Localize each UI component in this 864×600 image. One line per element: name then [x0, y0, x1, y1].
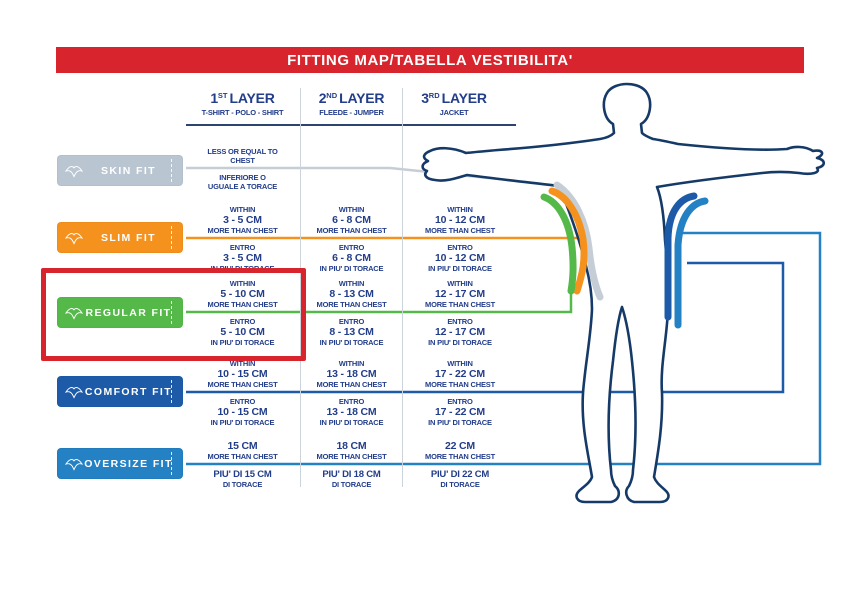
eagle-icon: [64, 232, 84, 245]
cell-oversize-layer2-it: PIU' DI 18 CM DI TORACE: [322, 469, 381, 489]
eagle-icon: [64, 458, 84, 471]
column-header-layer1: 1ST LAYER T-SHIRT - POLO - SHIRT: [186, 90, 299, 117]
fit-label-skin: SKIN FIT: [101, 164, 156, 177]
skin-fit-garment-curve: [553, 181, 604, 301]
fit-label-comfort: COMFORT FIT: [84, 385, 173, 398]
comfort-fit-garment-curve: [664, 192, 698, 321]
column-divider-2: [402, 88, 403, 487]
fit-label-slim: SLIM FIT: [101, 231, 156, 244]
cell-slim-layer1-en: WITHIN 3 - 5 CM MORE THAN CHEST: [207, 205, 278, 235]
cell-regular-layer2-en: WITHIN 8 - 13 CM MORE THAN CHEST: [316, 279, 387, 309]
regular-fit-garment-curve: [540, 193, 577, 295]
regular-fit-highlight-box: [41, 268, 306, 361]
fit-badge-skin: SKIN FIT: [57, 155, 183, 186]
cell-skin-layer1-it: INFERIORE O UGUALE A TORACE: [207, 173, 278, 191]
layer2-subtitle: FLEEDE - JUMPER: [319, 108, 384, 117]
title-banner: FITTING MAP/TABELLA VESTIBILITA': [56, 47, 804, 73]
cell-slim-layer3-en: WITHIN 10 - 12 CM MORE THAN CHEST: [425, 205, 495, 235]
cell-slim-layer3-it: ENTRO 10 - 12 CM IN PIU' DI TORACE: [428, 243, 492, 273]
cell-regular-layer3-it: ENTRO 12 - 17 CM IN PIU' DI TORACE: [428, 317, 492, 347]
cell-oversize-layer2-en: 18 CM MORE THAN CHEST: [316, 440, 387, 461]
comfort-fit-line: [186, 261, 785, 394]
cell-comfort-layer1-it: ENTRO 10 - 15 CM IN PIU' DI TORACE: [210, 397, 275, 427]
badge-dashed-divider: [171, 159, 172, 182]
cell-comfort-layer3-en: WITHIN 17 - 22 CM MORE THAN CHEST: [425, 359, 495, 389]
cell-oversize-layer3-it: PIU' DI 22 CM DI TORACE: [430, 469, 490, 489]
fit-badge-oversize: OVERSIZE FIT: [57, 448, 183, 479]
eagle-icon: [64, 165, 84, 178]
fit-badge-slim: SLIM FIT: [57, 222, 183, 253]
cell-regular-layer3-en: WITHIN 12 - 17 CM MORE THAN CHEST: [425, 279, 495, 309]
cell-regular-layer1-en: WITHIN 5 - 10 CM MORE THAN CHEST: [207, 279, 278, 309]
eagle-icon: [64, 386, 84, 399]
cell-comfort-layer2-it: ENTRO 13 - 18 CM IN PIU' DI TORACE: [319, 397, 384, 427]
column-header-layer2: 2ND LAYER FLEEDE - JUMPER: [302, 90, 401, 117]
cell-oversize-layer3-en: 22 CM MORE THAN CHEST: [425, 440, 495, 461]
column-header-layer3: 3RD LAYER JACKET: [398, 90, 510, 117]
cell-comfort-layer1-en: WITHIN 10 - 15 CM MORE THAN CHEST: [207, 359, 278, 389]
column-divider-1: [300, 88, 301, 487]
badge-dashed-divider: [171, 380, 172, 403]
cell-regular-layer1-it: ENTRO 5 - 10 CM IN PIU' DI TORACE: [210, 317, 275, 347]
cell-slim-layer2-it: ENTRO 6 - 8 CM IN PIU' DI TORACE: [319, 243, 384, 273]
cell-oversize-layer1-en: 15 CM MORE THAN CHEST: [207, 440, 278, 461]
cell-slim-layer2-en: WITHIN 6 - 8 CM MORE THAN CHEST: [316, 205, 387, 235]
fit-badge-regular: REGULAR FIT: [57, 297, 183, 328]
fit-label-oversize: OVERSIZE FIT: [84, 457, 173, 470]
cell-comfort-layer2-en: WITHIN 13 - 18 CM MORE THAN CHEST: [316, 359, 387, 389]
cell-comfort-layer3-it: ENTRO 17 - 22 CM IN PIU' DI TORACE: [428, 397, 492, 427]
layer2-title: 2ND LAYER: [318, 90, 385, 106]
badge-dashed-divider: [171, 301, 172, 324]
fit-badge-comfort: COMFORT FIT: [57, 376, 183, 407]
eagle-icon: [64, 307, 84, 320]
cell-oversize-layer1-it: PIU' DI 15 CM DI TORACE: [213, 469, 272, 489]
oversize-fit-line: [186, 231, 822, 466]
layer3-subtitle: JACKET: [439, 108, 469, 117]
header-rule: [186, 124, 516, 126]
badge-dashed-divider: [171, 452, 172, 475]
oversize-fit-garment-curve: [674, 197, 709, 329]
slim-fit-garment-curve: [548, 187, 588, 295]
cell-skin-layer1-en: LESS OR EQUAL TO CHEST: [207, 147, 278, 165]
regular-fit-line: [186, 290, 573, 314]
page-title: FITTING MAP/TABELLA VESTIBILITA': [287, 51, 573, 69]
layer1-title: 1ST LAYER: [210, 90, 275, 106]
badge-dashed-divider: [171, 226, 172, 249]
layer3-title: 3RD LAYER: [421, 90, 487, 106]
cell-regular-layer2-it: ENTRO 8 - 13 CM IN PIU' DI TORACE: [319, 317, 384, 347]
layer1-subtitle: T-SHIRT - POLO - SHIRT: [201, 108, 284, 117]
fit-label-regular: REGULAR FIT: [85, 306, 172, 319]
